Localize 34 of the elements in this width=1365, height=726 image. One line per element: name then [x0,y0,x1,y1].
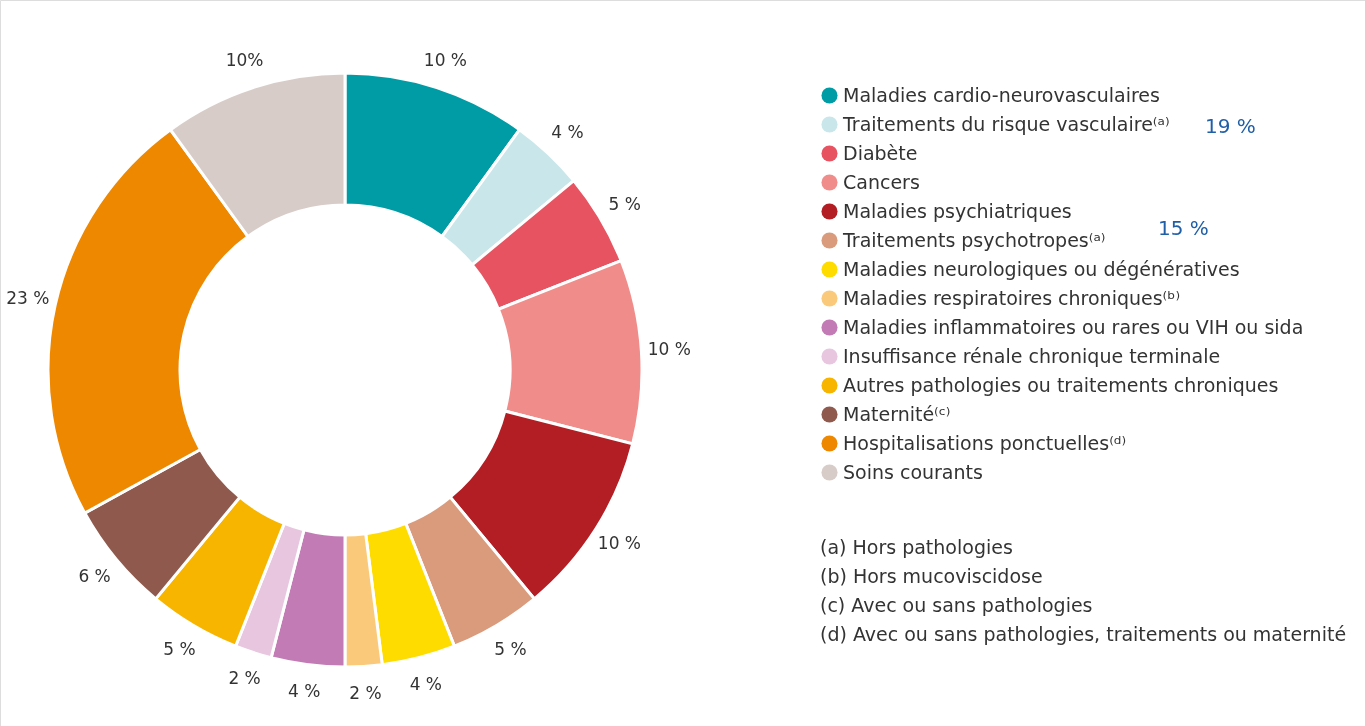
legend-label: Maladies respiratoires chroniques⁽ᵇ⁾ [843,286,1181,309]
data-label: 23 % [6,288,50,309]
text: (b) Hors mucoviscidose [820,565,1043,587]
data-label: 4 % [551,122,584,143]
data-label: 5 % [494,638,527,659]
text: (a) Hors pathologies [820,536,1013,558]
legend-label: Maladies neurologiques ou dégénératives [843,257,1240,280]
data-label: 10 % [597,533,642,554]
legend-label: Autres pathologies ou traitements chroniques [843,373,1279,396]
data-label: 2 % [228,668,261,689]
legend-label: Traitements psychotropes⁽ᵃ⁾ [842,228,1106,251]
legend-label: Insuffisance rénale chronique terminale [843,344,1221,367]
legend-label: Hospitalisations ponctuelles⁽ᵈ⁾ [843,431,1127,454]
legend-label: Cancers [843,170,920,193]
data-label: 5 % [608,193,641,214]
text: (c) Avec ou sans pathologies [820,594,1093,616]
legend-label: Maladies psychiatriques [843,199,1072,222]
data-label: 5 % [163,638,196,659]
data-label: 6 % [78,566,111,587]
legend-label: Traitements du risque vasculaire⁽ᵃ⁾ [842,112,1170,135]
legend-label: Soins courants [843,460,983,483]
legend-label: Maternité⁽ᶜ⁾ [843,402,951,425]
data-label: 10 % [647,338,691,359]
text: 15 % [1158,216,1209,240]
legend-label: Diabète [843,141,918,164]
legend-label: Maladies inflammatoires ou rares ou VIH ou sida [843,315,1304,338]
data-label: 2 % [349,683,382,704]
data-label: 4 % [288,681,321,702]
data-label: 10 % [423,49,468,70]
data-label: 4 % [409,673,443,694]
legend-label: Maladies cardio-neurovasculaires [843,83,1160,106]
text: 19 % [1205,114,1256,138]
text: (d) Avec ou sans pathologies, traitements ou maternité [820,623,1347,645]
data-label: 10% [225,49,264,70]
